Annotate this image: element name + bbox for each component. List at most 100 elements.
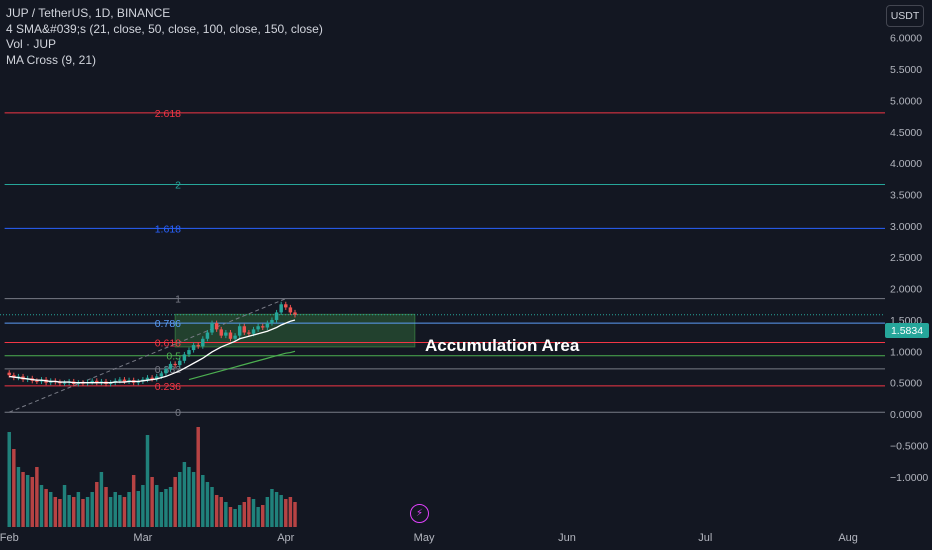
last-price-tag: 1.5834 [885, 323, 929, 338]
currency-button[interactable]: USDT [886, 5, 924, 27]
fib-level-label: 0.382 [155, 364, 181, 376]
volume-bar [136, 491, 141, 527]
x-tick-label: Mar [133, 532, 152, 544]
candle-body [196, 345, 200, 347]
volume-bar [265, 497, 270, 527]
candle-body [191, 345, 196, 351]
volume-bar [274, 492, 279, 527]
fib-level-label: 0.236 [155, 381, 181, 393]
fib-level-label: 0.786 [155, 318, 181, 330]
candle-body [228, 332, 233, 339]
volume-bar [108, 497, 113, 527]
volume-bar [122, 497, 127, 527]
candle-body [164, 368, 168, 374]
y-tick-label: −0.5000 [890, 440, 928, 452]
y-tick-label: 3.0000 [890, 221, 922, 233]
candle-body [270, 319, 274, 324]
candle-body [237, 326, 242, 336]
legend: JUP / TetherUS, 1D, BINANCE 4 SMA&#039;s… [6, 6, 323, 68]
volume-bar [25, 475, 30, 527]
candle-body [178, 360, 182, 366]
volume-bar [127, 492, 131, 527]
volume-bar [237, 505, 242, 527]
volume-bar [168, 487, 173, 527]
volume-bar [201, 475, 205, 527]
volume-bar [141, 485, 145, 527]
volume-bar [85, 497, 90, 527]
candle-body [265, 323, 270, 328]
volume-bar [288, 497, 293, 527]
y-tick-label: 4.0000 [890, 158, 922, 170]
candle-body [145, 377, 150, 380]
volume-bar [62, 485, 67, 527]
volume-bar [242, 502, 247, 527]
fib-level-label: 0 [175, 407, 181, 419]
x-tick-label: Feb [0, 532, 19, 544]
volume-bar [67, 495, 71, 527]
volume-bar [228, 507, 233, 527]
candle-body [173, 363, 177, 366]
volume-bar [131, 475, 136, 527]
volume-bar [154, 485, 159, 527]
fib-trend-line [9, 298, 286, 413]
candle-body [288, 307, 293, 313]
indicator-sma[interactable]: 4 SMA&#039;s (21, close, 50, close, 100,… [6, 21, 323, 36]
volume-layer [7, 427, 297, 527]
volume-bar [210, 487, 214, 527]
volume-bar [219, 497, 223, 527]
y-tick-label: 5.5000 [890, 64, 922, 76]
fib-level-label: 0.618 [155, 338, 181, 350]
x-tick-label: Jul [698, 532, 712, 544]
volume-bar [187, 467, 191, 527]
indicator-volume[interactable]: Vol · JUP [6, 37, 57, 51]
volume-bar [16, 467, 21, 527]
volume-bar [145, 435, 150, 527]
candle-body [118, 379, 122, 381]
candle-body [182, 354, 187, 361]
volume-bar [21, 472, 25, 527]
candle-body [95, 380, 99, 383]
lightning-icon[interactable]: ⚡ [410, 504, 429, 523]
volume-bar [256, 507, 260, 527]
y-tick-label: 2.0000 [890, 284, 922, 296]
volume-bar [99, 472, 104, 527]
volume-bar [159, 492, 164, 527]
indicator-ma-cross[interactable]: MA Cross (9, 21) [6, 52, 97, 67]
candle-body [274, 312, 279, 320]
candle-body [293, 312, 297, 315]
fib-level-label: 2.618 [155, 108, 181, 120]
volume-bar [39, 485, 44, 527]
accumulation-zone [174, 313, 416, 348]
y-tick-label: 1.0000 [890, 346, 922, 358]
candle-body [122, 379, 127, 382]
candle-body [233, 335, 237, 339]
volume-bar [76, 492, 81, 527]
candle-body [201, 338, 205, 347]
y-tick-label: 2.5000 [890, 252, 922, 264]
volume-bar [270, 489, 274, 527]
volume-bar [150, 477, 154, 527]
volume-bar [182, 462, 187, 527]
y-tick-label: 6.0000 [890, 33, 922, 45]
volume-bar [113, 492, 117, 527]
y-tick-label: 4.5000 [890, 127, 922, 139]
candle-body [256, 326, 260, 330]
candle-body [35, 380, 39, 382]
symbol-title[interactable]: JUP / TetherUS, 1D, BINANCE [6, 6, 171, 20]
volume-bar [48, 492, 53, 527]
volume-bar [247, 497, 251, 527]
candle-body [205, 332, 210, 339]
accumulation-zone-layer [174, 313, 416, 348]
volume-bar [279, 495, 283, 527]
y-tick-label: 0.0000 [890, 409, 922, 421]
volume-bar [95, 482, 99, 527]
candle-body [159, 373, 164, 377]
volume-bar [205, 482, 210, 527]
candle-body [284, 304, 288, 308]
y-tick-label: 3.5000 [890, 189, 922, 201]
volume-bar [58, 499, 62, 527]
volume-bar [81, 499, 85, 527]
volume-bar [224, 502, 228, 527]
